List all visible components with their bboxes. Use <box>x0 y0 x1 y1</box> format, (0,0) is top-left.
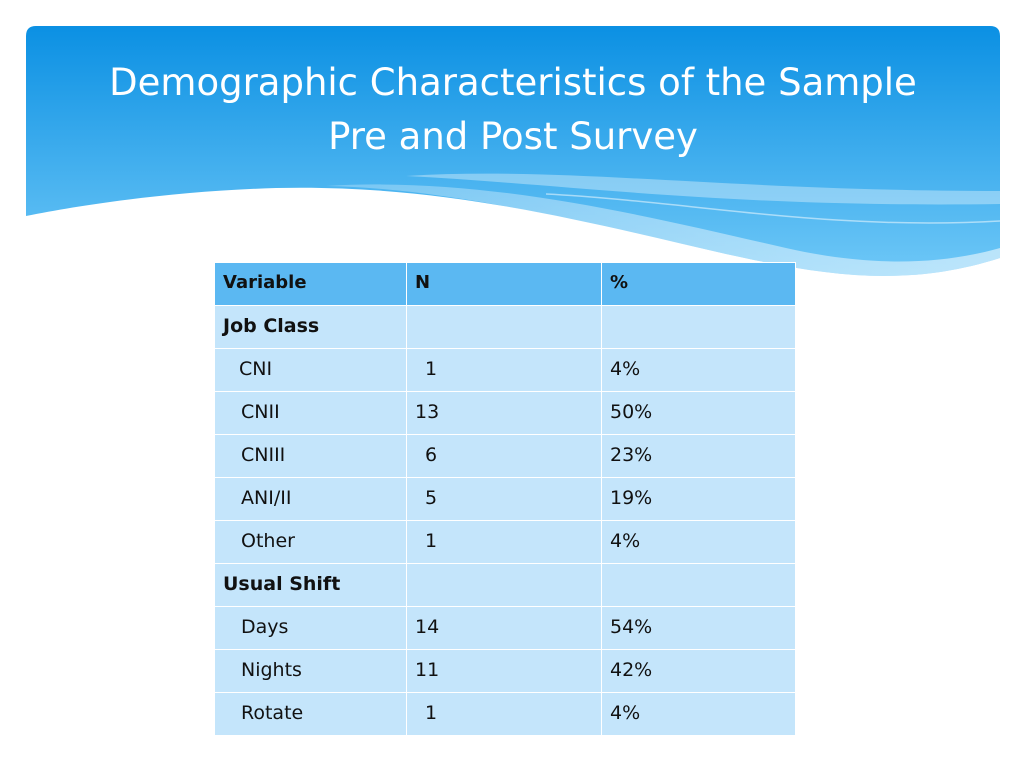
cell-variable: Nights <box>214 649 407 693</box>
cell-n: 5 <box>406 477 602 521</box>
cell-n: 1 <box>406 520 602 564</box>
cell-n: 14 <box>406 606 602 650</box>
cell-percent: 23% <box>601 434 796 478</box>
table-row-group-usual-shift: Usual Shift <box>214 563 796 607</box>
cell-variable: CNI <box>214 348 407 392</box>
header-percent: % <box>601 262 796 306</box>
cell-variable: Days <box>214 606 407 650</box>
cell-percent: 4% <box>601 692 796 736</box>
cell-percent: 19% <box>601 477 796 521</box>
table-row: Nights 11 42% <box>214 649 796 693</box>
table-row-group-job-class: Job Class <box>214 305 796 349</box>
cell-variable: Job Class <box>214 305 407 349</box>
cell-percent: 4% <box>601 348 796 392</box>
cell-variable: CNII <box>214 391 407 435</box>
cell-n <box>406 563 602 607</box>
cell-variable: Other <box>214 520 407 564</box>
demographics-table: Variable N % Job Class CNI 1 4% CNII 13 … <box>214 262 796 736</box>
cell-variable: Usual Shift <box>214 563 407 607</box>
cell-variable: CNIII <box>214 434 407 478</box>
cell-variable: ANI/II <box>214 477 407 521</box>
table-row: Rotate 1 4% <box>214 692 796 736</box>
cell-percent: 54% <box>601 606 796 650</box>
header-n: N <box>406 262 602 306</box>
cell-variable: Rotate <box>214 692 407 736</box>
cell-n: 13 <box>406 391 602 435</box>
table-row: CNIII 6 23% <box>214 434 796 478</box>
slide-title: Demographic Characteristics of the Sampl… <box>26 56 1000 164</box>
cell-percent: 4% <box>601 520 796 564</box>
table-row: Days 14 54% <box>214 606 796 650</box>
cell-n: 1 <box>406 348 602 392</box>
cell-n: 1 <box>406 692 602 736</box>
cell-n: 11 <box>406 649 602 693</box>
table-row: Other 1 4% <box>214 520 796 564</box>
cell-percent: 42% <box>601 649 796 693</box>
banner-wave-graphic <box>26 26 1000 276</box>
cell-n: 6 <box>406 434 602 478</box>
table-row: CNII 13 50% <box>214 391 796 435</box>
cell-n <box>406 305 602 349</box>
header-variable: Variable <box>214 262 407 306</box>
table-row: CNI 1 4% <box>214 348 796 392</box>
title-line-1: Demographic Characteristics of the Sampl… <box>109 61 917 104</box>
title-banner <box>26 26 1000 296</box>
table-header-row: Variable N % <box>214 262 796 306</box>
cell-percent <box>601 305 796 349</box>
cell-percent <box>601 563 796 607</box>
cell-percent: 50% <box>601 391 796 435</box>
table-row: ANI/II 5 19% <box>214 477 796 521</box>
title-line-2: Pre and Post Survey <box>328 115 698 158</box>
